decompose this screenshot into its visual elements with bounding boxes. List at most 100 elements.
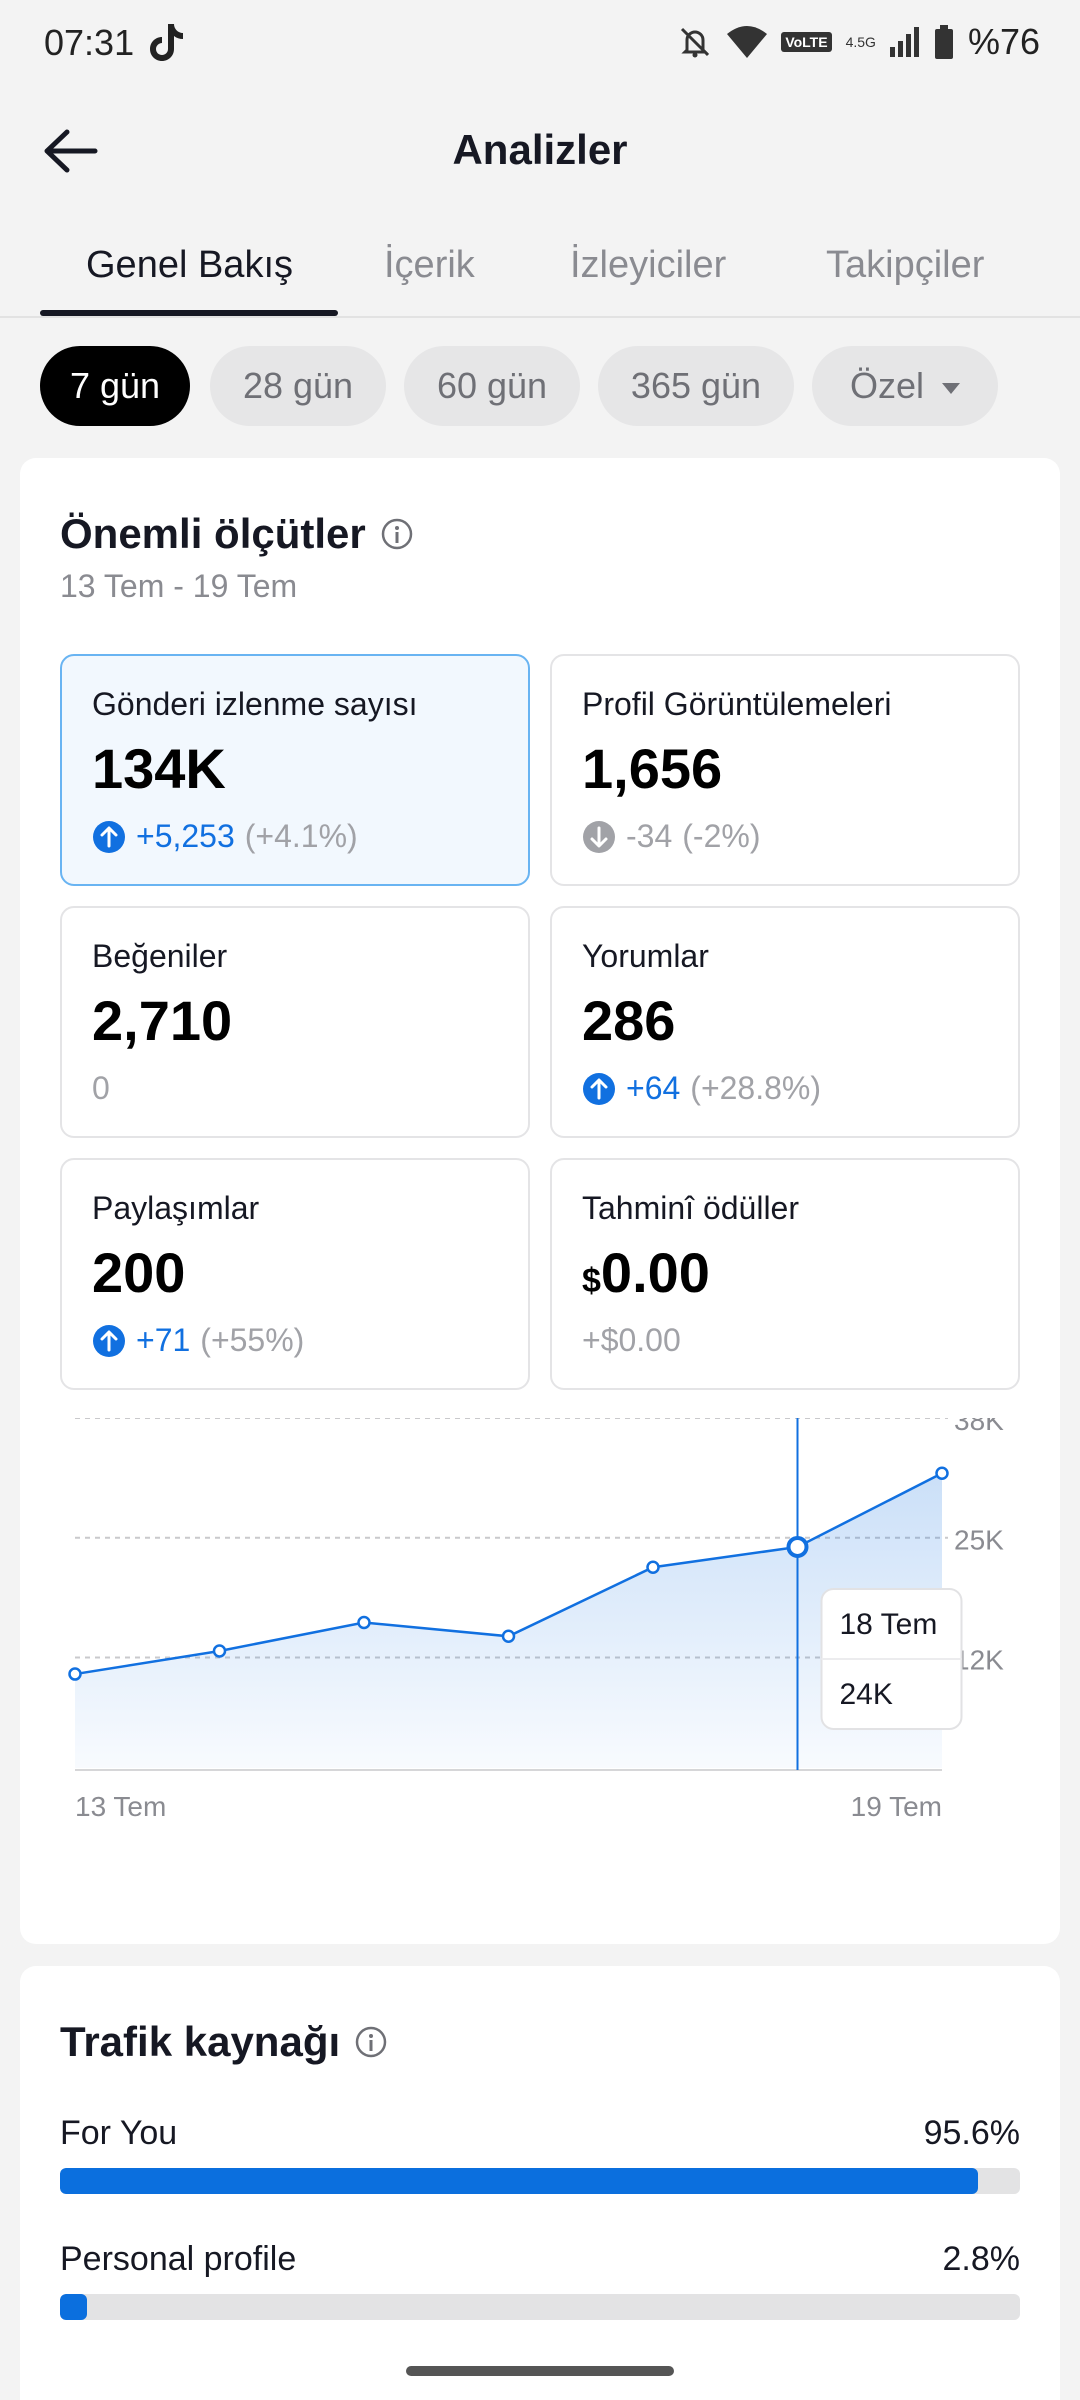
traffic-fill xyxy=(60,2168,978,2194)
period-chip-60[interactable]: 60 gün xyxy=(404,346,580,426)
chip-label: Özel xyxy=(849,365,925,406)
period-chip-365[interactable]: 365 gün xyxy=(598,346,794,426)
metric-comments[interactable]: Yorumlar 286 +64 (+28.8%) xyxy=(550,906,1020,1138)
arrow-up-circle-icon xyxy=(583,1072,615,1105)
battery-icon xyxy=(934,25,953,59)
caret-down-icon xyxy=(942,382,961,394)
metric-value: $0.00 xyxy=(582,1240,710,1305)
signal-icon xyxy=(889,27,919,57)
metric-label: Paylaşımlar xyxy=(92,1190,260,1226)
data-point xyxy=(786,1535,809,1558)
metric-label: Yorumlar xyxy=(582,938,709,974)
metric-delta: +71 (+55%) xyxy=(92,1322,304,1359)
key-metrics-card: Önemli ölçütler 13 Tem - 19 Tem Gönderi … xyxy=(20,458,1060,1944)
key-metrics-title: Önemli ölçütler xyxy=(60,510,414,558)
delta-amount: +5,253 xyxy=(136,818,235,854)
metric-delta: 0 xyxy=(92,1070,110,1107)
metric-label: Profil Görüntülemeleri xyxy=(582,686,892,722)
metric-profile-views[interactable]: Profil Görüntülemeleri 1,656 -34 (-2%) xyxy=(550,654,1020,886)
info-icon[interactable] xyxy=(354,2025,388,2059)
chip-label: 28 gün xyxy=(242,365,354,406)
network-type: 4.5G xyxy=(845,34,876,50)
period-chip-7[interactable]: 7 gün xyxy=(40,346,190,426)
data-point xyxy=(212,1644,227,1658)
chip-label: 7 gün xyxy=(69,365,161,406)
arrow-left-icon xyxy=(44,129,98,173)
traffic-bar-personal-profile xyxy=(60,2294,1020,2320)
delta-amount: 0 xyxy=(92,1070,110,1106)
delta-amount: +64 xyxy=(626,1070,681,1106)
traffic-title: Trafik kaynağı xyxy=(60,2018,388,2066)
page-title: Analizler xyxy=(452,126,628,173)
delta-amount: +71 xyxy=(136,1322,191,1358)
metric-value: 1,656 xyxy=(582,737,723,800)
date-range: 13 Tem - 19 Tem xyxy=(60,568,298,604)
arrow-up-circle-icon xyxy=(93,1324,125,1357)
active-tab-indicator xyxy=(40,310,338,316)
delta-percent: (+28.8%) xyxy=(690,1070,822,1106)
metric-delta: +$0.00 xyxy=(582,1322,681,1359)
arrow-down-circle-icon xyxy=(583,820,615,853)
traffic-label-personal-profile: Personal profile xyxy=(60,2240,297,2278)
delta-percent: (-2%) xyxy=(682,818,761,854)
y-tick-label: 38K xyxy=(954,1418,1004,1436)
key-metrics-title-text: Önemli ölçütler xyxy=(60,510,366,557)
metric-value: 200 xyxy=(92,1241,186,1304)
metric-value-number: 0.00 xyxy=(600,1241,710,1304)
metric-estimated-rewards[interactable]: Tahminî ödüller $0.00 +$0.00 xyxy=(550,1158,1020,1390)
data-point xyxy=(501,1629,516,1644)
status-bar: 07:31 VoLTE 4.5G %76 xyxy=(0,0,1080,88)
chip-label: 365 gün xyxy=(630,365,762,406)
data-point xyxy=(935,1466,949,1481)
metric-value: 2,710 xyxy=(92,989,233,1052)
status-time: 07:31 xyxy=(44,22,135,63)
period-chip-28[interactable]: 28 gün xyxy=(210,346,386,426)
wifi-icon xyxy=(727,26,768,58)
metric-delta: +5,253 (+4.1%) xyxy=(92,818,358,855)
arrow-up-circle-icon xyxy=(93,820,125,853)
metric-delta: -34 (-2%) xyxy=(582,818,760,855)
tab-followers[interactable]: Takipçiler xyxy=(826,244,985,286)
data-point xyxy=(68,1667,82,1681)
metric-value: 286 xyxy=(582,989,676,1052)
traffic-label-for-you: For You xyxy=(60,2114,178,2152)
traffic-fill xyxy=(60,2294,87,2320)
metric-label: Beğeniler xyxy=(92,938,228,974)
traffic-source-card: Trafik kaynağı For You 95.6% Personal pr… xyxy=(20,1966,1060,2400)
x-tick-label: 19 Tem xyxy=(851,1791,942,1822)
tooltip-date: 18 Tem xyxy=(840,1608,938,1641)
tooltip-value: 24K xyxy=(840,1678,893,1711)
traffic-bar-for-you xyxy=(60,2168,1020,2194)
delta-amount: -34 xyxy=(626,818,673,854)
data-point xyxy=(646,1560,660,1574)
currency-symbol: $ xyxy=(582,1262,601,1300)
chip-label: 60 gün xyxy=(436,365,548,406)
y-tick-label: 25K xyxy=(954,1525,1004,1556)
x-tick-label: 13 Tem xyxy=(75,1791,166,1822)
delta-amount: +$0.00 xyxy=(582,1322,681,1358)
status-icons: VoLTE 4.5G %76 xyxy=(677,20,1040,64)
metric-label: Tahminî ödüller xyxy=(582,1190,799,1226)
metric-shares[interactable]: Paylaşımlar 200 +71 (+55%) xyxy=(60,1158,530,1390)
tab-viewers[interactable]: İzleyiciler xyxy=(570,244,727,286)
metric-post-views[interactable]: Gönderi izlenme sayısı 134K +5,253 (+4.1… xyxy=(60,654,530,886)
traffic-title-text: Trafik kaynağı xyxy=(60,2018,341,2065)
tab-bar: Genel Bakış İçerik İzleyiciler Takipçile… xyxy=(0,230,1080,318)
volte-badge: VoLTE xyxy=(781,32,832,52)
mute-bell-icon xyxy=(681,27,710,58)
traffic-value-personal-profile: 2.8% xyxy=(942,2240,1021,2278)
traffic-value-for-you: 95.6% xyxy=(923,2114,1020,2152)
series-area xyxy=(75,1473,942,1768)
metric-label: Gönderi izlenme sayısı xyxy=(92,686,418,722)
metric-likes[interactable]: Beğeniler 2,710 0 xyxy=(60,906,530,1138)
back-button[interactable] xyxy=(36,118,106,184)
tab-content[interactable]: İçerik xyxy=(384,244,475,286)
data-point xyxy=(357,1615,371,1630)
tab-overview[interactable]: Genel Bakış xyxy=(86,244,293,286)
battery-percent: %76 xyxy=(967,21,1040,62)
home-indicator[interactable] xyxy=(406,2366,674,2376)
info-icon[interactable] xyxy=(380,517,414,551)
metric-delta: +64 (+28.8%) xyxy=(582,1070,821,1107)
period-chip-custom[interactable]: Özel xyxy=(812,346,998,426)
